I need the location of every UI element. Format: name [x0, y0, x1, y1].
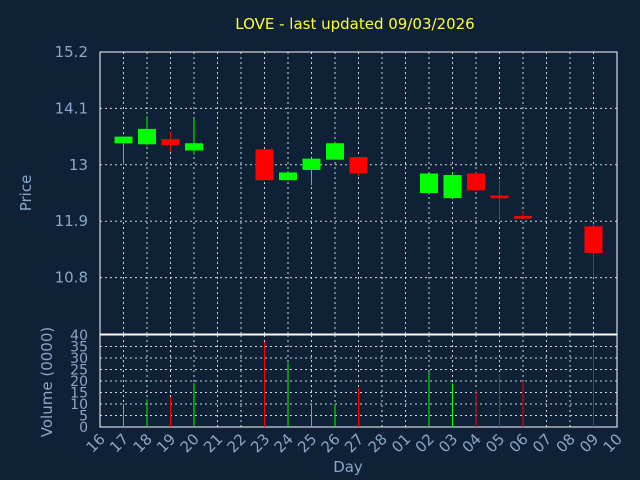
x-tick-label: 04: [459, 430, 485, 456]
candle-body-25: [302, 158, 321, 170]
candle-body-20: [185, 143, 203, 151]
candle-body-17: [114, 136, 133, 144]
candle-body-03: [443, 175, 462, 199]
volume-tick-label: 15: [70, 386, 88, 402]
x-tick-label: 10: [600, 430, 626, 456]
volume-tick-label: 25: [70, 363, 88, 379]
x-tick-label: 03: [435, 430, 461, 456]
x-tick-label: 09: [576, 430, 602, 456]
x-tick-label: 17: [106, 430, 132, 456]
price-tick-label: 10.8: [55, 269, 88, 287]
x-tick-label: 22: [224, 430, 250, 456]
price-tick-label: 14.1: [55, 99, 88, 117]
x-tick-label: 24: [271, 430, 297, 456]
candle-body-18: [138, 128, 156, 145]
x-tick-label: 23: [247, 430, 273, 456]
x-tick-label: 08: [553, 430, 579, 456]
candle-body-04: [467, 173, 485, 191]
x-axis-label: Day: [333, 458, 363, 476]
x-tick-label: 05: [482, 430, 508, 456]
volume-tick-label: 30: [70, 351, 88, 367]
volume-axis-label: Volume (0000): [38, 327, 56, 437]
price-tick-label: 11.9: [55, 212, 88, 230]
volume-tick-label: 20: [70, 374, 88, 390]
volume-tick-label: 0: [79, 420, 88, 436]
x-tick-label: 25: [294, 430, 320, 456]
price-axis-label: Price: [17, 175, 35, 212]
chart-title: LOVE - last updated 09/03/2026: [235, 15, 474, 33]
candles: [114, 116, 603, 278]
candle-body-09: [584, 226, 603, 253]
x-tick-label: 26: [318, 430, 344, 456]
x-ticks: 1617181920212223242526272801020304050607…: [83, 430, 626, 456]
candle-body-27: [349, 157, 368, 174]
candle-body-26: [326, 143, 344, 160]
price-tick-label: 15.2: [55, 43, 88, 61]
candle-body-02: [420, 173, 438, 193]
candle-body-05: [490, 195, 509, 199]
x-tick-label: 21: [200, 430, 226, 456]
candle-body-23: [255, 149, 274, 181]
x-tick-label: 06: [506, 430, 532, 456]
x-tick-label: 27: [341, 430, 367, 456]
volume-tick-label: 5: [79, 409, 88, 425]
price-tick-label: 13: [69, 156, 88, 174]
volume-tick-label: 40: [70, 328, 88, 344]
volume-bars: [123, 341, 594, 427]
x-tick-label: 07: [529, 430, 555, 456]
x-tick-label: 20: [177, 430, 203, 456]
volume-tick-label: 10: [70, 397, 88, 413]
x-tick-label: 19: [153, 430, 179, 456]
candle-body-24: [279, 172, 297, 181]
x-tick-label: 02: [412, 430, 438, 456]
x-tick-label: 01: [388, 430, 414, 456]
candle-body-06: [514, 216, 532, 219]
price-grid: [100, 52, 617, 334]
volume-tick-label: 35: [70, 340, 88, 356]
candle-body-19: [161, 139, 180, 146]
x-tick-label: 28: [365, 430, 391, 456]
x-tick-label: 18: [130, 430, 156, 456]
price-y-ticks: 10.8 11.9 13 14.1 15.2: [55, 43, 88, 287]
